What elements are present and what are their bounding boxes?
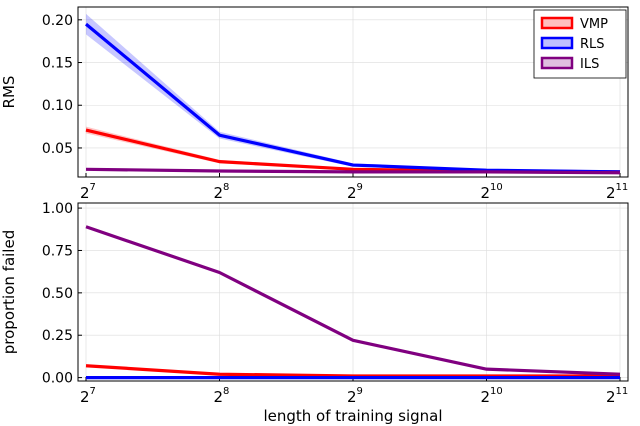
- y-tick-label: 0.25: [42, 328, 73, 344]
- x-tick-label: 27: [80, 386, 96, 406]
- legend: VMP RLS ILS: [533, 9, 627, 79]
- x-tick-label: 29: [347, 182, 363, 202]
- y-tick-label: 0.75: [42, 243, 73, 259]
- series-line-ils: [85, 167, 621, 175]
- x-tick-label: 210: [481, 386, 503, 406]
- x-axis-label: length of training signal: [263, 407, 442, 425]
- x-tick-label: 27: [80, 182, 96, 202]
- x-tick-label: 28: [214, 386, 230, 406]
- y-axis-label: RMS: [0, 76, 18, 109]
- legend-label-rls: RLS: [580, 37, 605, 52]
- series-line-series-3: [85, 225, 621, 376]
- legend-swatch-vmp: [540, 16, 574, 30]
- legend-label-vmp: VMP: [580, 17, 608, 32]
- x-tick-label: 211: [606, 386, 628, 406]
- y-tick-label: 0.50: [42, 286, 73, 302]
- x-tick-label: 29: [347, 386, 363, 406]
- x-tick-label: 210: [481, 182, 503, 202]
- legend-box: [533, 9, 627, 79]
- x-tick-label: 211: [606, 182, 628, 202]
- legend-swatch-rls: [540, 36, 574, 50]
- legend-swatch-ils: [540, 56, 574, 70]
- series-line-series-1: [85, 364, 620, 378]
- y-tick-label: 0.00: [42, 371, 73, 387]
- legend-label-ils: ILS: [580, 57, 599, 72]
- confidence-band-rls: [86, 13, 620, 173]
- y-tick-label: 0.20: [42, 13, 73, 29]
- y-tick-label: 0.05: [42, 141, 73, 157]
- y-tick-label: 0.10: [42, 98, 73, 114]
- rms-panel: 0.05 0.10 0.15 0.20 27 28 29 210 211 RMS VMP RLS ILS: [0, 6, 629, 202]
- y-tick-label: 0.15: [42, 56, 73, 72]
- y-tick-label: 1.00: [42, 201, 73, 217]
- y-axis-label: proportion failed: [0, 230, 18, 354]
- x-tick-label: 28: [214, 182, 230, 202]
- proportion-failed-panel: 0.00 0.25 0.50 0.75 1.00 27 28 29 210 211 proporti…: [0, 201, 629, 425]
